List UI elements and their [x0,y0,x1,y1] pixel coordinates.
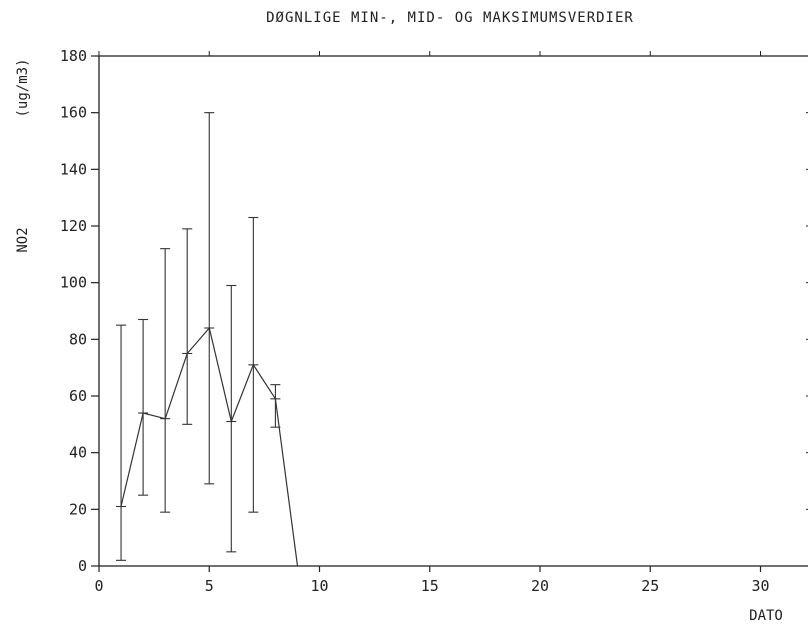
x-tick-label: 30 [751,577,769,595]
x-axis-label: DATO [749,608,783,624]
x-tick-label: 25 [641,577,659,595]
y-tick-label: 100 [60,274,87,292]
plot-frame [98,55,808,567]
x-tick-label: 5 [205,577,214,595]
x-tick-label: 15 [421,577,439,595]
y-tick-label: 20 [69,500,87,518]
y-tick-label: 140 [60,160,87,178]
x-tick-label: 20 [531,577,549,595]
y-axis-label-unit: (ug/m3) [15,58,31,117]
y-tick-label: 120 [60,217,87,235]
y-tick-label: 80 [69,330,87,348]
y-tick-label: 0 [78,557,87,575]
y-tick-label: 40 [69,444,87,462]
chart-title: DØGNLIGE MIN-, MID- OG MAKSIMUMSVERDIER [266,10,634,26]
y-tick-label: 180 [60,47,87,65]
x-tick-label: 10 [310,577,328,595]
y-axis-label-name: NO2 [15,227,31,252]
y-tick-label: 160 [60,104,87,122]
y-tick-label: 60 [69,387,87,405]
x-tick-label: 0 [94,577,103,595]
